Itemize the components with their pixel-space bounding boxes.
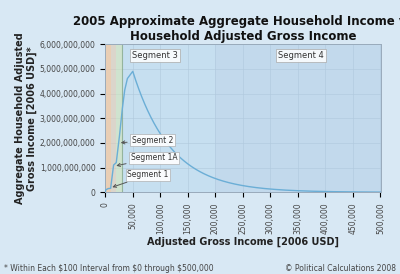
Text: Segment 2: Segment 2: [122, 136, 173, 145]
Text: Segment 1: Segment 1: [113, 170, 169, 187]
Text: © Political Calculations 2008: © Political Calculations 2008: [285, 264, 396, 273]
Text: Segment 4: Segment 4: [278, 51, 324, 60]
Bar: [111, 44, 116, 192]
Bar: [116, 44, 122, 192]
Y-axis label: Aggregate Household Adjusted
Gross Income [2006 USD]*: Aggregate Household Adjusted Gross Incom…: [15, 32, 37, 204]
Bar: [105, 44, 215, 192]
Bar: [105, 44, 111, 192]
X-axis label: Adjusted Gross Income [2006 USD]: Adjusted Gross Income [2006 USD]: [147, 236, 339, 247]
Bar: [215, 44, 380, 192]
Text: Segment 3: Segment 3: [132, 51, 178, 60]
Title: 2005 Approximate Aggregate Household Income vs
Household Adjusted Gross Income: 2005 Approximate Aggregate Household Inc…: [73, 15, 400, 43]
Text: * Within Each $100 Interval from $0 through $500,000: * Within Each $100 Interval from $0 thro…: [4, 264, 214, 273]
Text: Segment 1A: Segment 1A: [117, 153, 177, 166]
